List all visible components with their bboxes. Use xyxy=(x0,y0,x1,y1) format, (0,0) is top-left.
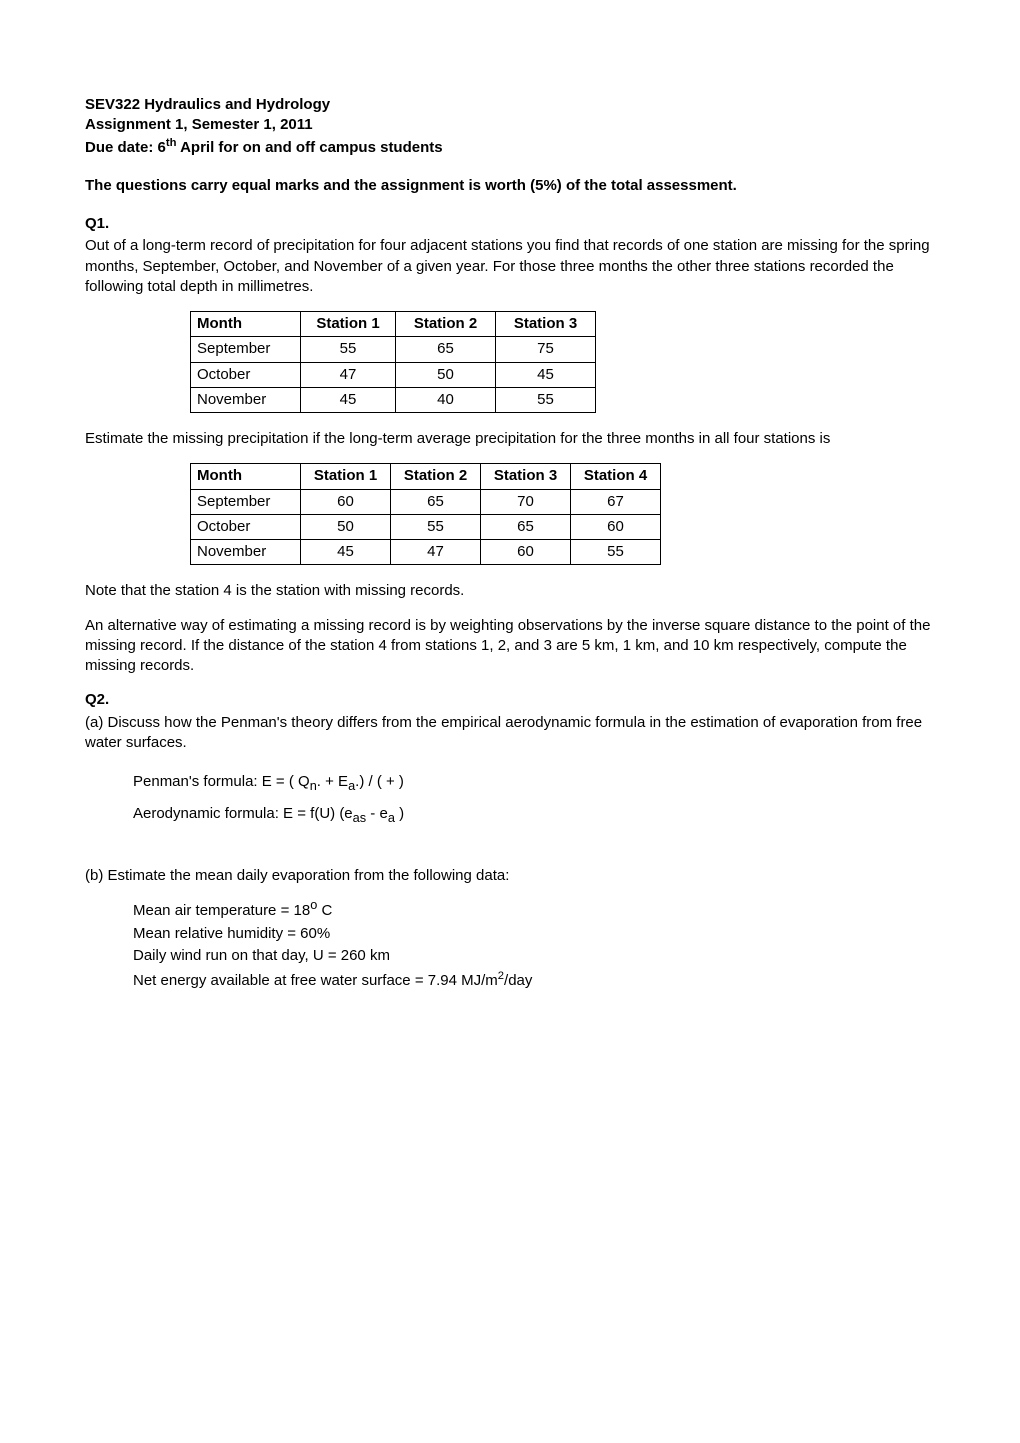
data-energy: Net energy available at free water surfa… xyxy=(133,968,935,993)
col-station3: Station 3 xyxy=(496,312,596,337)
q1-heading: Q1. xyxy=(85,214,935,234)
document-header: SEV322 Hydraulics and Hydrology Assignme… xyxy=(85,95,935,158)
table-row: November 45 47 60 55 xyxy=(191,540,661,565)
assignment-title: Assignment 1, Semester 1, 2011 xyxy=(85,115,935,135)
table-row: September 60 65 70 67 xyxy=(191,489,661,514)
col-month: Month xyxy=(191,464,301,489)
formula-block: Penman's formula: E = ( Qn. + Ea.) / ( +… xyxy=(133,767,935,830)
col-station1: Station 1 xyxy=(301,464,391,489)
q1-intro: Out of a long-term record of precipitati… xyxy=(85,236,935,297)
data-air-temp: Mean air temperature = 18o C xyxy=(133,900,935,923)
assessment-note: The questions carry equal marks and the … xyxy=(85,176,935,196)
col-station2: Station 2 xyxy=(396,312,496,337)
q2-heading: Q2. xyxy=(85,690,935,710)
q2-part-a: (a) Discuss how the Penman's theory diff… xyxy=(85,713,935,754)
table-header-row: Month Station 1 Station 2 Station 3 Stat… xyxy=(191,464,661,489)
data-wind: Daily wind run on that day, U = 260 km xyxy=(133,945,935,968)
q1-mid-text: Estimate the missing precipitation if th… xyxy=(85,429,935,449)
q1-table1: Month Station 1 Station 2 Station 3 Sept… xyxy=(190,311,596,413)
course-title: SEV322 Hydraulics and Hydrology xyxy=(85,95,935,115)
penman-formula: Penman's formula: E = ( Qn. + Ea.) / ( +… xyxy=(133,767,935,799)
table-row: November 45 40 55 xyxy=(191,387,596,412)
table-row: October 47 50 45 xyxy=(191,362,596,387)
q1-alternative: An alternative way of estimating a missi… xyxy=(85,616,935,677)
col-month: Month xyxy=(191,312,301,337)
aerodynamic-formula: Aerodynamic formula: E = f(U) (eas - ea … xyxy=(133,799,935,831)
table-row: October 50 55 65 60 xyxy=(191,514,661,539)
q2-part-b: (b) Estimate the mean daily evaporation … xyxy=(85,866,935,886)
col-station4: Station 4 xyxy=(571,464,661,489)
q2-data-block: Mean air temperature = 18o C Mean relati… xyxy=(133,900,935,992)
q1-table2: Month Station 1 Station 2 Station 3 Stat… xyxy=(190,463,661,565)
q1-station4-note: Note that the station 4 is the station w… xyxy=(85,581,935,601)
data-humidity: Mean relative humidity = 60% xyxy=(133,923,935,946)
table-row: September 55 65 75 xyxy=(191,337,596,362)
col-station2: Station 2 xyxy=(391,464,481,489)
col-station1: Station 1 xyxy=(301,312,396,337)
due-date: Due date: 6th April for on and off campu… xyxy=(85,136,935,158)
table-header-row: Month Station 1 Station 2 Station 3 xyxy=(191,312,596,337)
col-station3: Station 3 xyxy=(481,464,571,489)
